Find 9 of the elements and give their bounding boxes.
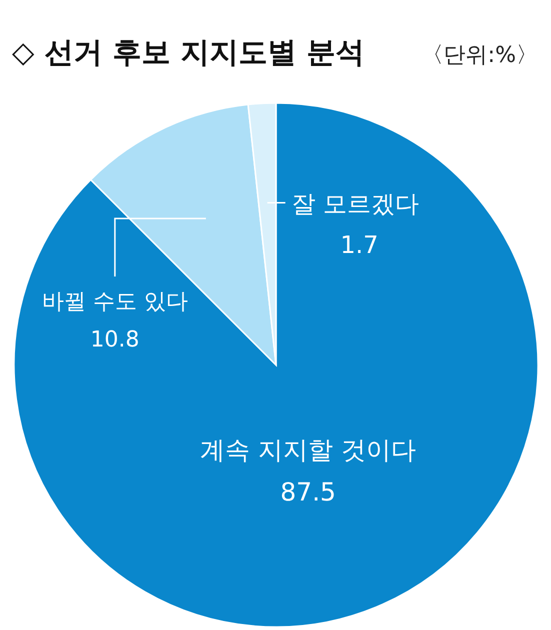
text: 〈단위:%〉	[422, 43, 538, 68]
data-label: 87.5	[280, 478, 336, 507]
data-label: 10.8	[90, 327, 140, 352]
slice-label: 잘 모르겠다	[291, 190, 419, 218]
pie-slice	[13, 102, 539, 628]
data-label: 1.7	[340, 230, 378, 259]
slice-label: 바뀔 수도 있다	[42, 289, 188, 314]
chart-title: ◇ 선거 후보 지지도별 분석	[12, 35, 365, 69]
slice-label: 계속 지지할 것이다	[200, 436, 416, 465]
